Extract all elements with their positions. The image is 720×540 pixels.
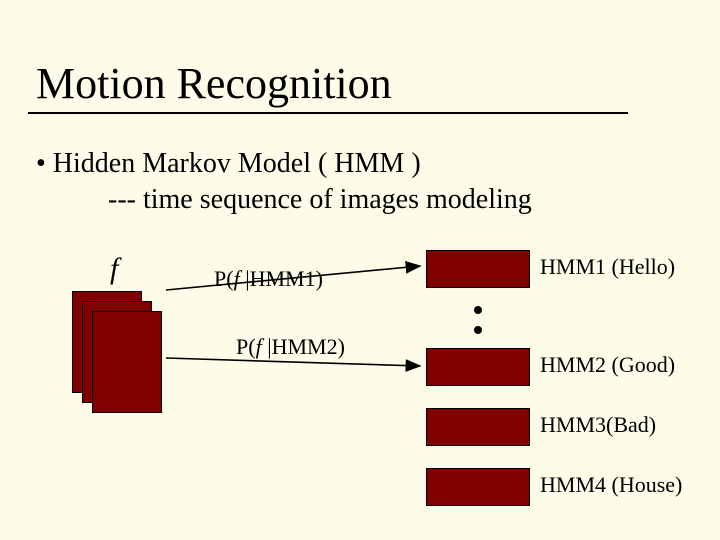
prob2-prefix: P(	[236, 334, 256, 359]
prob-label-1: P(f |HMM1)	[214, 266, 323, 292]
prob1-prefix: P(	[214, 266, 234, 291]
hmm-box-2	[426, 348, 530, 386]
prob1-suffix: |HMM1)	[240, 266, 323, 291]
hmm-box-4	[426, 468, 530, 506]
hmm-label-1: HMM1 (Hello)	[540, 254, 675, 280]
hmm-label-3: HMM3(Bad)	[540, 412, 656, 438]
hmm-label-2: HMM2 (Good)	[540, 352, 675, 378]
hmm-label-4: HMM4 (House)	[540, 472, 682, 498]
hmm-box-1	[426, 250, 530, 288]
ellipsis-dot-1	[474, 306, 482, 314]
ellipsis-dot-2	[474, 326, 482, 334]
hmm-box-3	[426, 408, 530, 446]
prob-label-2: P(f |HMM2)	[236, 334, 345, 360]
prob2-suffix: |HMM2)	[262, 334, 345, 359]
